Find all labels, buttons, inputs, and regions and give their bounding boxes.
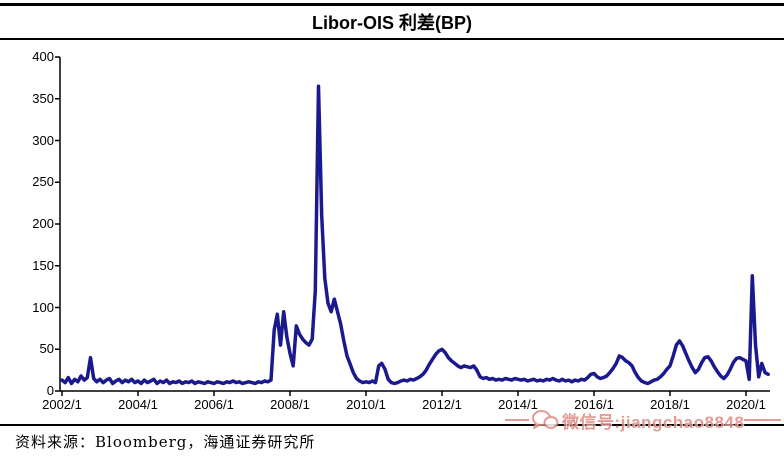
x-axis-label: 2002/1: [42, 397, 82, 412]
x-axis-label: 2008/1: [270, 397, 310, 412]
x-axis-label: 2012/1: [422, 397, 462, 412]
y-axis-label: 50: [39, 341, 54, 357]
y-axis-label: 150: [32, 257, 54, 273]
y-axis-label: 400: [32, 49, 54, 64]
x-axis-label: 2004/1: [118, 397, 158, 412]
y-axis-label: 350: [32, 90, 54, 106]
x-axis-label: 2010/1: [346, 397, 386, 412]
y-axis-label: 250: [32, 174, 54, 190]
watermark-text: 微信号:jiangchao8848: [562, 412, 745, 432]
y-axis-label: 200: [32, 216, 54, 231]
wechat-icon: [532, 410, 559, 429]
x-axis-label: 2014/1: [498, 397, 538, 412]
libor-ois-spread-line: [60, 84, 770, 386]
watermark-dash-left: [505, 419, 529, 421]
x-axis-label: 2020/1: [726, 397, 766, 412]
watermark-dash-right: [744, 419, 781, 421]
source-note: 资料来源：Bloomberg，海通证券研究所: [15, 433, 316, 451]
x-axis-label: 2006/1: [194, 397, 234, 412]
axis-ticks: [55, 56, 747, 396]
chart-axes: [59, 57, 770, 392]
top-border-rule: [0, 3, 784, 6]
y-axis-label: 300: [32, 132, 54, 148]
y-axis-label: 0: [46, 383, 54, 398]
footer-divider-rule: [0, 424, 784, 426]
x-axis-label: 2018/1: [650, 397, 690, 412]
wechat-watermark: 微信号:jiangchao8848: [505, 407, 781, 433]
x-axis-label: 2016/1: [574, 397, 614, 412]
title-divider-rule: [0, 38, 784, 40]
chart-title: Libor-OIS 利差(BP): [312, 13, 472, 33]
y-axis-label: 100: [32, 299, 54, 315]
